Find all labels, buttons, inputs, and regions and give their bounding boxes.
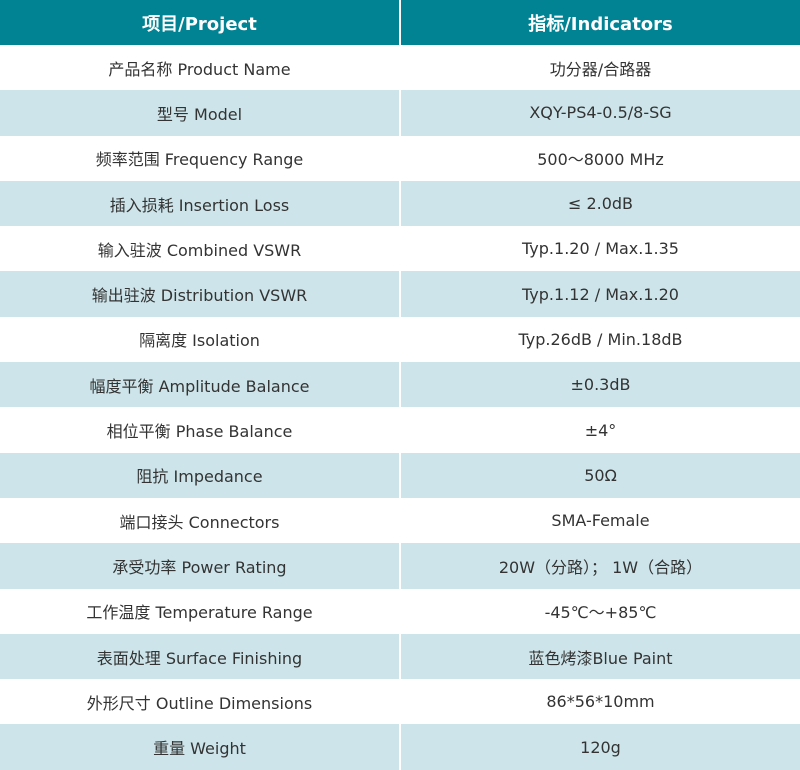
table-header: 项目/Project 指标/Indicators bbox=[0, 0, 800, 45]
project-cell: 频率范围 Frequency Range bbox=[0, 135, 401, 181]
project-cell: 型号 Model bbox=[0, 90, 401, 136]
table-row: 承受功率 Power Rating 20W（分路）； 1W（合路） bbox=[0, 543, 800, 589]
value-cell: ±4° bbox=[584, 420, 617, 440]
value-cell: Typ.1.12 / Max.1.20 bbox=[522, 284, 679, 304]
value-cell: 500～8000 MHz bbox=[537, 150, 664, 170]
table-row: 表面处理 Surface Finishing 蓝色烤漆Blue Paint bbox=[0, 633, 800, 680]
table-row: 型号 Model XQY-PS4-0.5/8-SG bbox=[0, 90, 800, 136]
project-cell: 承受功率 Power Rating bbox=[0, 543, 401, 589]
value-cell: Typ.26dB / Min.18dB bbox=[518, 329, 683, 349]
project-cell: 阻抗 Impedance bbox=[0, 452, 401, 498]
table-row: 相位平衡 Phase Balance ±4° bbox=[0, 407, 800, 453]
project-cell: 重量 Weight bbox=[0, 724, 401, 770]
value-cell: 86*56*10mm bbox=[546, 692, 655, 712]
header-indicators: 指标/Indicators bbox=[528, 13, 673, 35]
project-cell: 相位平衡 Phase Balance bbox=[0, 407, 401, 453]
table-row: 插入损耗 Insertion Loss ≤ 2.0dB bbox=[0, 180, 800, 227]
project-cell: 端口接头 Connectors bbox=[0, 497, 401, 544]
value-cell: 蓝色烤漆Blue Paint bbox=[528, 648, 673, 668]
project-cell: 外形尺寸 Outline Dimensions bbox=[0, 679, 401, 725]
table-row: 隔离度 Isolation Typ.26dB / Min.18dB bbox=[0, 316, 800, 363]
header-project: 项目/Project bbox=[0, 0, 401, 45]
project-cell: 输出驻波 Distribution VSWR bbox=[0, 271, 401, 317]
value-cell: -45℃～+85℃ bbox=[544, 603, 657, 623]
value-cell: 120g bbox=[580, 737, 621, 757]
table-row: 重量 Weight 120g bbox=[0, 724, 800, 770]
table-body: 产品名称 Product Name 功分器/合路器型号 Model XQY-PS4-… bbox=[0, 45, 800, 770]
value-cell: 功分器/合路器 bbox=[549, 59, 652, 79]
project-cell: 产品名称 Product Name bbox=[0, 45, 401, 91]
value-cell: SMA-Female bbox=[551, 511, 650, 531]
project-cell: 隔离度 Isolation bbox=[0, 316, 401, 363]
table-row: 端口接头 Connectors SMA-Female bbox=[0, 497, 800, 544]
value-cell: ≤ 2.0dB bbox=[567, 194, 634, 214]
value-cell: XQY-PS4-0.5/8-SG bbox=[529, 103, 672, 123]
project-cell: 输入驻波 Combined VSWR bbox=[0, 226, 401, 272]
value-cell: 50Ω bbox=[584, 465, 617, 485]
table-row: 输入驻波 Combined VSWR Typ.1.20 / Max.1.35 bbox=[0, 226, 800, 272]
table-row: 阻抗 Impedance 50Ω bbox=[0, 452, 800, 498]
project-cell: 插入损耗 Insertion Loss bbox=[0, 180, 401, 227]
project-cell: 幅度平衡 Amplitude Balance bbox=[0, 362, 401, 408]
value-cell: Typ.1.20 / Max.1.35 bbox=[522, 239, 679, 259]
table-row: 输出驻波 Distribution VSWR Typ.1.12 / Max.1.2… bbox=[0, 271, 800, 317]
project-cell: 表面处理 Surface Finishing bbox=[0, 633, 401, 680]
project-cell: 工作温度 Temperature Range bbox=[0, 588, 401, 634]
value-cell: ±0.3dB bbox=[570, 375, 631, 395]
table-row: 外形尺寸 Outline Dimensions 86*56*10mm bbox=[0, 679, 800, 725]
table-row: 幅度平衡 Amplitude Balance ±0.3dB bbox=[0, 362, 800, 408]
table-row: 频率范围 Frequency Range 500～8000 MHz bbox=[0, 135, 800, 181]
table-row: 产品名称 Product Name 功分器/合路器 bbox=[0, 45, 800, 91]
value-cell: 20W（分路）； 1W（合路） bbox=[498, 557, 703, 577]
table-row: 工作温度 Temperature Range -45℃～+85℃ bbox=[0, 588, 800, 634]
